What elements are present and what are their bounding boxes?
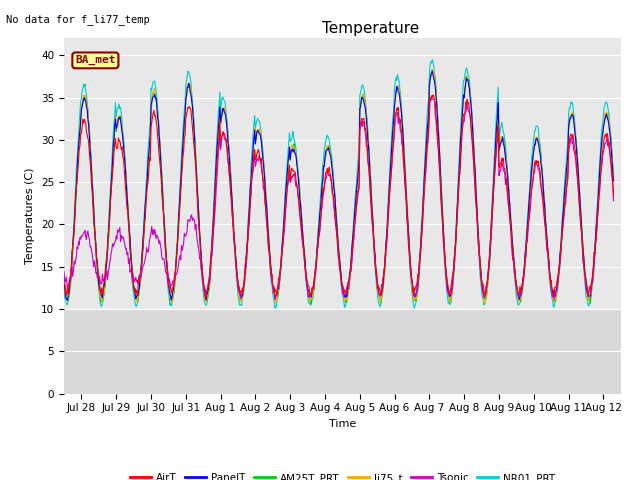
Text: BA_met: BA_met — [75, 55, 116, 65]
Bar — [64, 309, 621, 394]
X-axis label: Time: Time — [329, 419, 356, 429]
Legend: AirT, PanelT, AM25T_PRT, li75_t, Tsonic, NR01_PRT: AirT, PanelT, AM25T_PRT, li75_t, Tsonic,… — [125, 468, 559, 480]
Y-axis label: Temperatures (C): Temperatures (C) — [26, 168, 35, 264]
Title: Temperature: Temperature — [322, 21, 419, 36]
Text: No data for f_li77_temp: No data for f_li77_temp — [6, 14, 150, 25]
